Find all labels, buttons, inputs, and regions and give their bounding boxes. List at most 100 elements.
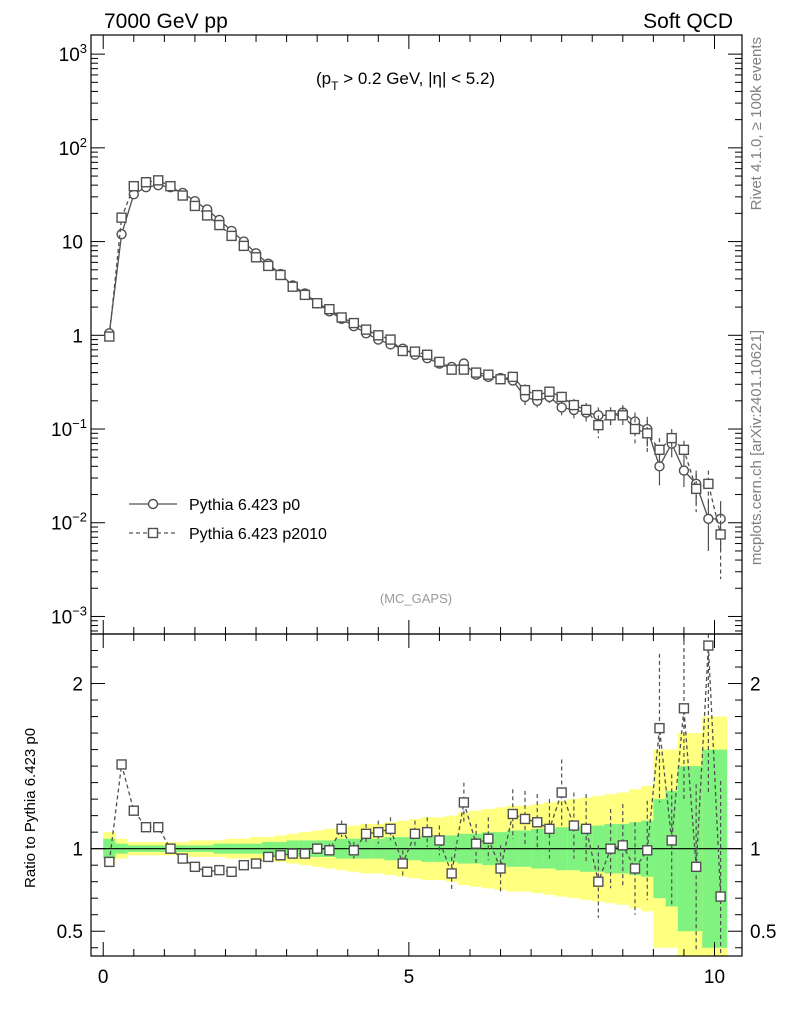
x-tick-label: 10 (704, 967, 725, 988)
data-point-square (263, 260, 274, 272)
data-point-square (177, 190, 188, 201)
data-point-square (311, 298, 323, 309)
data-point-square (140, 177, 152, 188)
ratio-point-square (678, 703, 690, 714)
data-point-square (519, 384, 531, 396)
ratio-point-square (446, 868, 457, 879)
header-process-label: Soft QCD (643, 10, 733, 33)
data-point-square (397, 345, 408, 357)
ratio-point-square (385, 823, 396, 835)
ratio-point-square (336, 823, 347, 835)
main-plot-frame (90, 34, 743, 635)
data-point-square (483, 369, 494, 380)
data-point-circle (556, 402, 567, 413)
main-y-tick-label: 1 (72, 326, 83, 347)
data-point-square (324, 303, 335, 315)
data-point-square (360, 324, 372, 335)
ratio-point-square (629, 863, 641, 874)
ratio-y-axis-label: Ratio to Pythia 6.423 p0 (22, 728, 39, 888)
ratio-point-square (397, 858, 408, 869)
ratio-point-square (544, 823, 555, 835)
ratio-point-square (214, 864, 225, 876)
x-tick-label: 0 (98, 967, 109, 988)
data-point-square (605, 410, 616, 421)
data-point-square (678, 444, 690, 456)
ratio-point-square (642, 845, 653, 856)
ratio-series-group (104, 634, 726, 956)
data-point-square (580, 404, 592, 416)
data-point-square (373, 330, 384, 341)
ratio-point-square (580, 823, 592, 835)
rivet-version-label: Rivet 4.1.0, ≥ 100k events (748, 37, 765, 210)
x-tick-label: 5 (404, 967, 415, 988)
data-point-circle (703, 513, 714, 525)
ratio-point-square (153, 822, 164, 833)
data-point-square (104, 331, 115, 342)
data-point-square (617, 410, 629, 421)
data-point-square (568, 399, 580, 411)
ratio-point-square (360, 828, 372, 840)
ratio-point-square (434, 835, 445, 846)
ratio-point-square (507, 808, 518, 820)
data-point-square (238, 240, 250, 252)
ratio-point-square (299, 848, 311, 859)
data-point-square (532, 389, 543, 401)
ratio-point-square (311, 843, 323, 854)
ratio-y-tick-label-right: 0.5 (750, 922, 776, 943)
data-point-square (189, 200, 201, 212)
data-point-square (275, 269, 286, 281)
data-point-square (458, 364, 470, 375)
ratio-point-square (165, 843, 176, 854)
data-point-square (409, 346, 421, 357)
ratio-point-square (409, 828, 421, 840)
data-point-square (226, 230, 237, 242)
ratio-y-ticks: 0.5 0.5 1 1 2 2 (57, 650, 776, 949)
ratio-plot-panel: 0.5 0.5 1 1 2 2 0 5 10 Ratio to Pythia 6.423 p0 (22, 633, 776, 988)
mcplots-reference-label: mcplots.cern.ch [arXiv:2401.10621] (748, 330, 765, 565)
ratio-point-square (556, 787, 567, 798)
data-point-square (336, 312, 347, 323)
ratio-point-square (250, 858, 262, 869)
legend-label: Pythia 6.423 p2010 (189, 526, 327, 543)
header-beam-label: 7000 GeV pp (104, 10, 228, 33)
ratio-point-square (458, 797, 470, 808)
data-point-square (299, 289, 311, 301)
data-point-square (507, 371, 518, 383)
ratio-point-square (532, 817, 543, 828)
ratio-point-square (128, 805, 139, 816)
data-point-square (690, 483, 702, 495)
data-point-circle (116, 228, 127, 240)
ratio-point-square (519, 813, 531, 825)
data-point-square (385, 334, 396, 345)
ratio-point-square (568, 820, 580, 831)
ratio-point-square (189, 861, 201, 873)
ratio-y-tick-label-right: 2 (750, 675, 761, 696)
data-point-square (715, 529, 726, 540)
ratio-point-square (593, 876, 604, 887)
data-point-square (214, 219, 225, 231)
ratio-y-tick-label-left: 2 (72, 675, 83, 696)
data-point-circle (678, 465, 690, 476)
data-point-square (556, 391, 567, 403)
data-point-square (250, 252, 262, 263)
ratio-point-square (263, 851, 274, 863)
legend: Pythia 6.423 p0 Pythia 6.423 p2010 (129, 497, 327, 543)
ratio-point-square (348, 845, 360, 856)
ratio-plot-frame (90, 633, 743, 957)
data-point-square (544, 386, 555, 397)
ratio-point-square (470, 838, 482, 849)
data-point-square (642, 428, 653, 439)
ratio-point-square (690, 861, 702, 873)
data-point-square (421, 349, 433, 360)
ratio-y-tick-label-left: 0.5 (57, 922, 83, 943)
ratio-point-square (238, 859, 250, 871)
ratio-x-ticks: 0 5 10 (98, 634, 725, 988)
ratio-point-square (605, 843, 616, 854)
data-point-square (666, 432, 677, 444)
ratio-point-square (373, 826, 384, 838)
ratio-point-square (116, 759, 127, 770)
data-point-square (470, 367, 482, 378)
